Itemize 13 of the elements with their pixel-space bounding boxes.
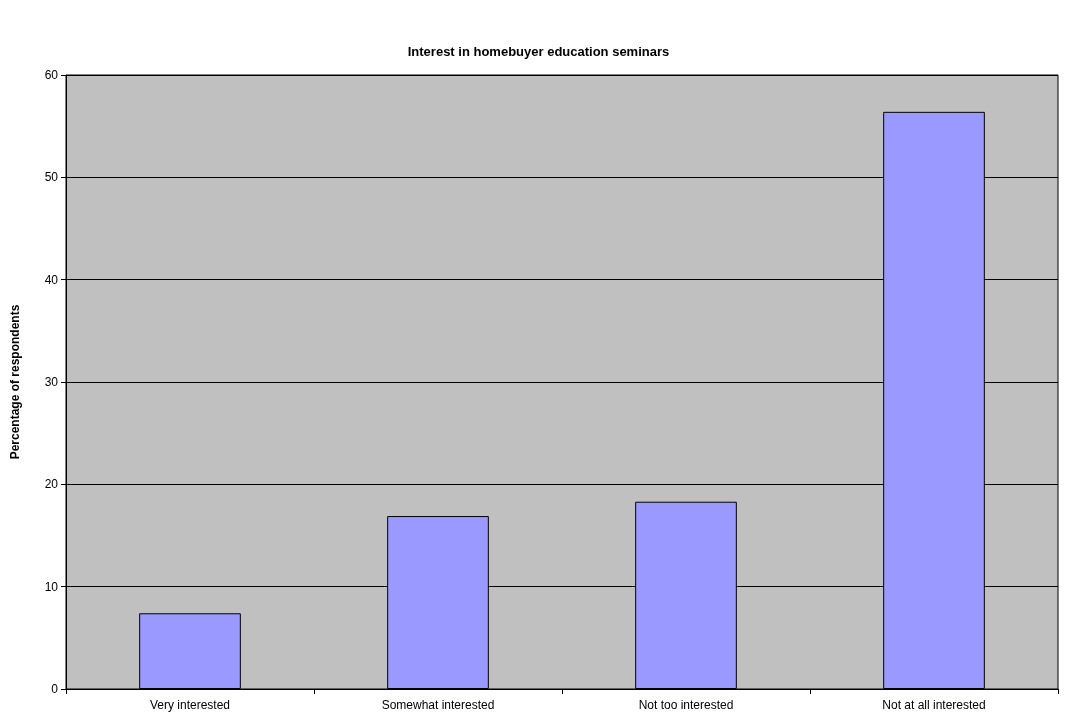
chart-title: Interest in homebuyer education seminars xyxy=(407,44,670,59)
x-tick-label: Not at all interested xyxy=(882,698,986,712)
y-tick-label: 20 xyxy=(44,477,59,492)
x-tick-label: Somewhat interested xyxy=(381,698,495,712)
x-tick-label: Very interested xyxy=(149,698,231,712)
y-tick-label: 30 xyxy=(44,375,59,389)
y-tick-label: 50 xyxy=(44,170,59,185)
y-axis-title: Percentage of respondents xyxy=(8,304,22,460)
y-tick-label: 10 xyxy=(44,579,59,594)
x-tick-label: Not too interested xyxy=(638,698,734,712)
y-tick-label: 40 xyxy=(44,272,59,287)
y-tick-label: 0 xyxy=(51,682,59,696)
y-tick-label: 60 xyxy=(44,68,59,82)
